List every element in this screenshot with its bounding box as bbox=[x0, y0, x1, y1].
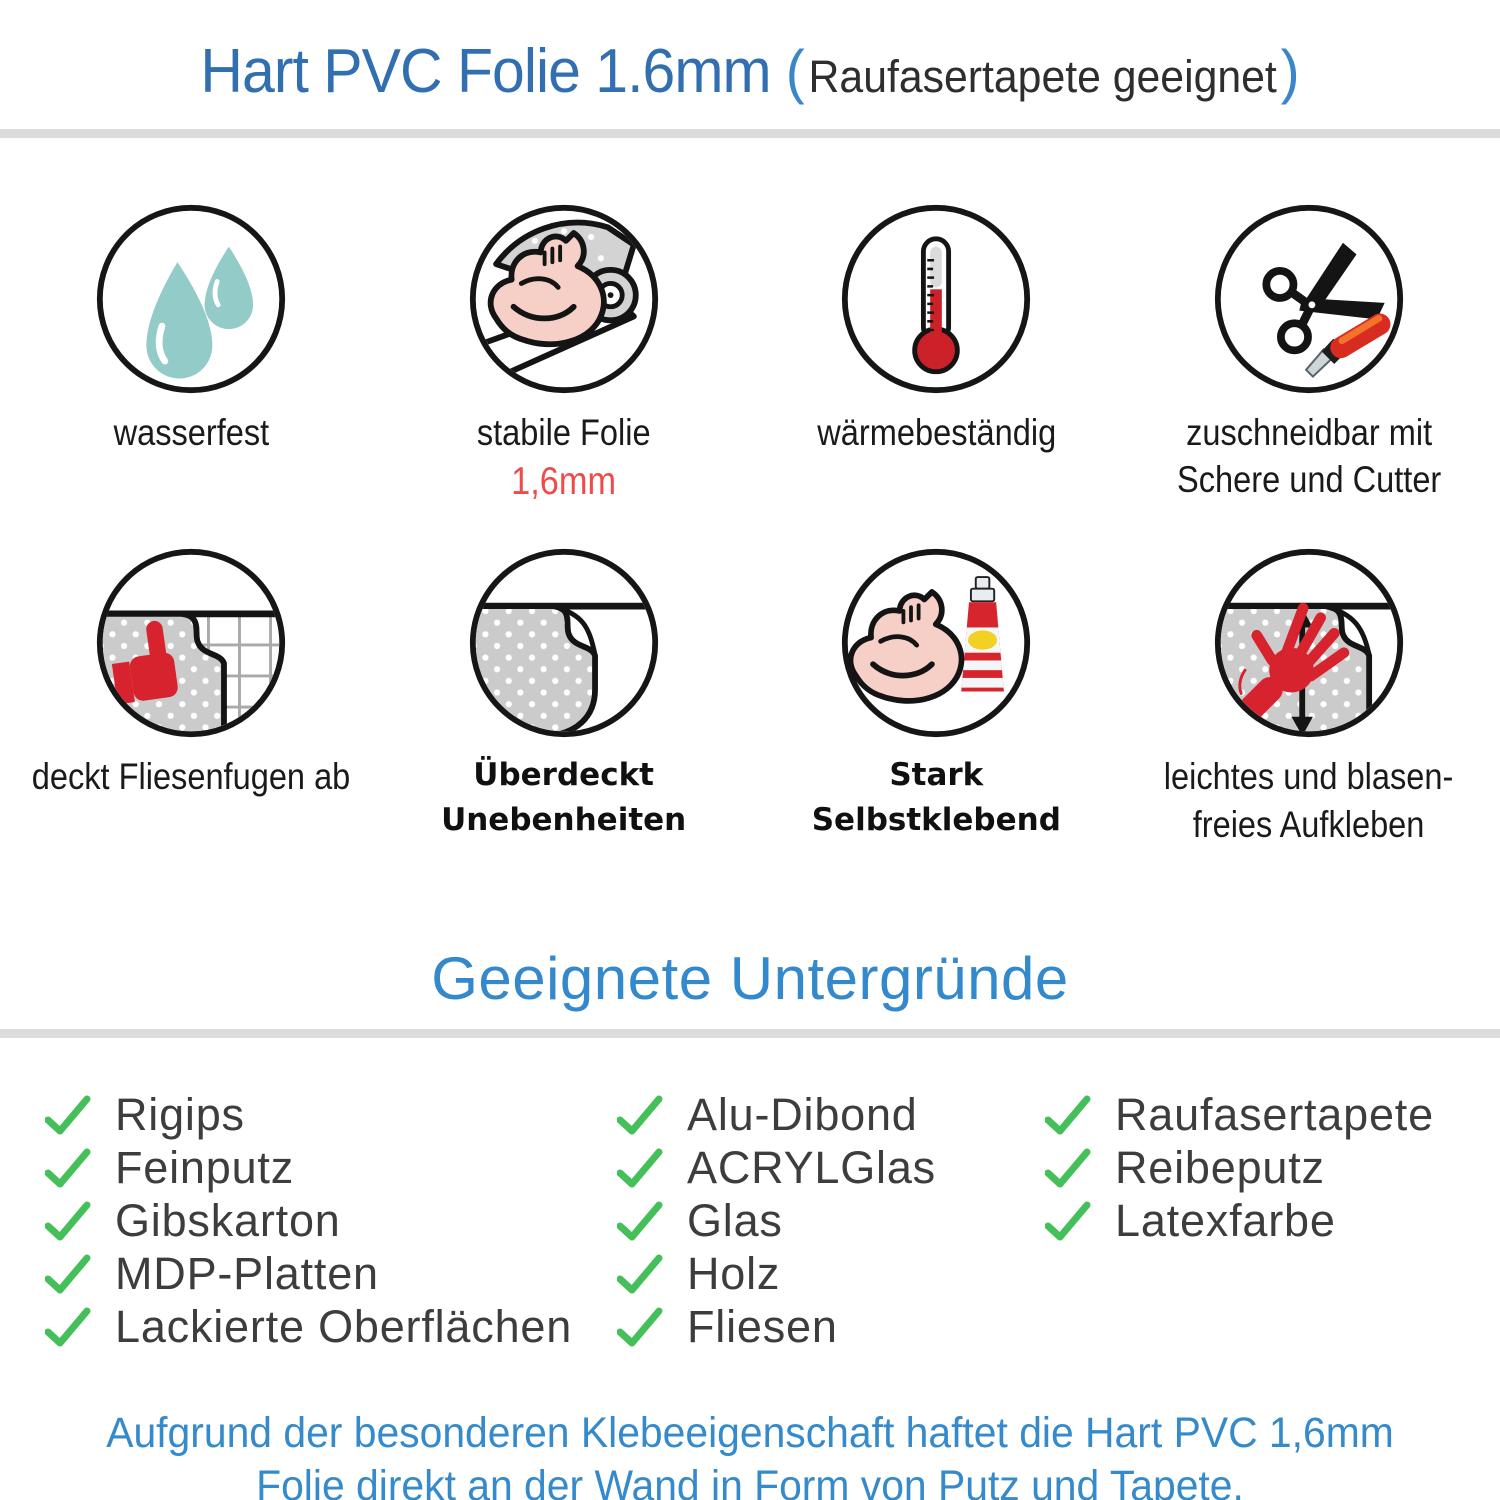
checkmark-icon bbox=[45, 1254, 91, 1294]
substrates-list: Rigips Feinputz Gibskarton MDP-Platten L… bbox=[0, 1088, 1500, 1353]
title-subtitle: Raufasertapete geeignet bbox=[808, 51, 1277, 102]
feature-caption: Überdeckt Unebenheiten bbox=[441, 757, 687, 839]
list-item: Lackierte Oberflächen bbox=[45, 1300, 617, 1353]
feature-caption: leichtes und blasen- freies Aufkleben bbox=[1164, 756, 1454, 845]
list-item: Reibeputz bbox=[1045, 1141, 1434, 1194]
water-drops-icon bbox=[96, 204, 286, 394]
muscle-foil-roll-icon bbox=[469, 204, 658, 394]
list-item: Latexfarbe bbox=[1045, 1194, 1434, 1247]
substrates-heading: Geeignete Untergründe bbox=[431, 945, 1069, 1013]
list-item: Alu-Dibond bbox=[617, 1088, 1045, 1141]
feature-caption: wärmebeständig bbox=[816, 412, 1056, 453]
feature-self-adhesive: Stark Selbstklebend bbox=[760, 546, 1112, 848]
substrates-column-1: Rigips Feinputz Gibskarton MDP-Platten L… bbox=[45, 1088, 617, 1353]
list-item: Rigips bbox=[45, 1088, 617, 1141]
checkmark-icon bbox=[45, 1201, 91, 1241]
scissors-cutter-icon bbox=[1214, 204, 1404, 394]
feature-thickness-note: 1,6mm bbox=[511, 460, 617, 504]
page-title: Hart PVC Folie 1.6mm ( Raufasertapete ge… bbox=[38, 0, 1463, 107]
thermometer-icon bbox=[842, 204, 1031, 394]
feature-covers-unevenness: Überdeckt Unebenheiten bbox=[388, 546, 740, 848]
feature-caption: zuschneidbar mit Schere und Cutter bbox=[1176, 412, 1442, 501]
checkmark-icon bbox=[1045, 1095, 1091, 1135]
feature-cuttable: zuschneidbar mit Schere und Cutter bbox=[1133, 202, 1485, 504]
checkmark-icon bbox=[617, 1095, 663, 1135]
feature-caption: Stark Selbstklebend bbox=[811, 757, 1061, 839]
list-item: Holz bbox=[617, 1247, 1045, 1300]
title-main: Hart PVC Folie 1.6mm bbox=[200, 37, 771, 106]
list-item: Glas bbox=[617, 1194, 1045, 1247]
feature-covers-tile-joints: deckt Fliesenfugen ab bbox=[15, 546, 367, 848]
substrates-divider bbox=[0, 1029, 1500, 1039]
checkmark-icon bbox=[617, 1254, 663, 1294]
feature-stable-foil: stabile Folie 1,6mm bbox=[388, 202, 740, 504]
foil-fold-icon bbox=[469, 549, 658, 738]
feature-waterproof: wasserfest bbox=[15, 202, 367, 504]
list-item: Feinputz bbox=[45, 1141, 617, 1194]
muscle-glue-tube-icon bbox=[842, 549, 1031, 738]
checkmark-icon bbox=[1045, 1201, 1091, 1241]
checkmark-icon bbox=[617, 1201, 663, 1241]
substrates-column-2: Alu-Dibond ACRYLGlas Glas Holz Fliesen bbox=[617, 1088, 1045, 1353]
checkmark-icon bbox=[1045, 1148, 1091, 1188]
hand-foil-arrow-icon bbox=[1214, 549, 1404, 738]
footer-note: Aufgrund der besonderen Klebeeigenschaft… bbox=[0, 1407, 1500, 1500]
feature-heat-resistant: wärmebeständig bbox=[760, 202, 1112, 504]
checkmark-icon bbox=[45, 1307, 91, 1347]
title-paren-close-icon: ) bbox=[1280, 38, 1300, 105]
feature-caption: stabile Folie bbox=[476, 412, 651, 453]
feature-caption: deckt Fliesenfugen ab bbox=[31, 756, 351, 798]
list-item: MDP-Platten bbox=[45, 1247, 617, 1300]
feature-row-1: wasserfest bbox=[0, 202, 1500, 504]
list-item: Gibskarton bbox=[45, 1194, 617, 1247]
list-item: ACRYLGlas bbox=[617, 1141, 1045, 1194]
feature-bubble-free: leichtes und blasen- freies Aufkleben bbox=[1133, 546, 1485, 848]
feature-row-2: deckt Fliesenfugen ab bbox=[0, 546, 1500, 848]
list-item: Fliesen bbox=[617, 1300, 1045, 1353]
substrates-column-3: Raufasertapete Reibeputz Latexfarbe bbox=[1045, 1088, 1434, 1353]
checkmark-icon bbox=[45, 1148, 91, 1188]
thumbs-up-tiles-icon bbox=[96, 549, 286, 738]
title-paren-open-icon: ( bbox=[785, 38, 805, 105]
checkmark-icon bbox=[617, 1307, 663, 1347]
footer-line-2: Folie direkt an der Wand in Form von Put… bbox=[256, 1461, 1244, 1500]
checkmark-icon bbox=[617, 1148, 663, 1188]
top-divider bbox=[0, 129, 1500, 138]
list-item: Raufasertapete bbox=[1045, 1088, 1434, 1141]
feature-caption: wasserfest bbox=[113, 412, 269, 453]
checkmark-icon bbox=[45, 1095, 91, 1135]
footer-line-1: Aufgrund der besonderen Klebeeigenschaft… bbox=[106, 1409, 1394, 1458]
